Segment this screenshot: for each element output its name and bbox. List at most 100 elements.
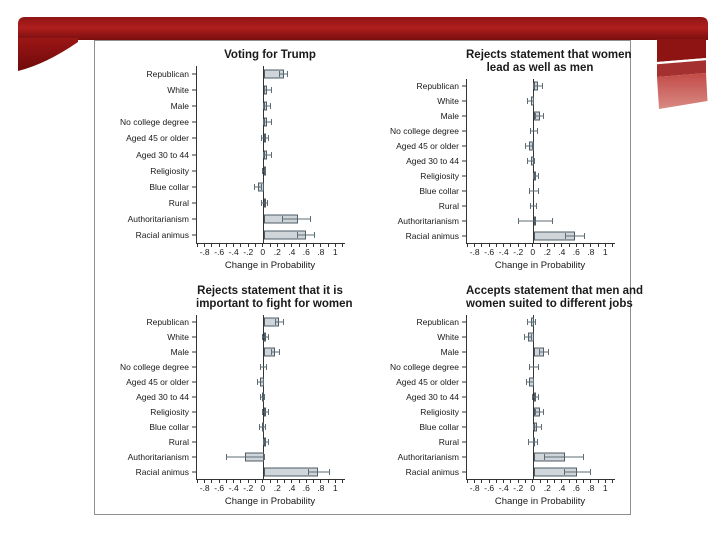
x-axis-title: Change in Probability [224,496,316,507]
error-cap-low [535,113,537,120]
x-tick-label: .8 [587,247,595,257]
y-tick [192,202,197,204]
error-bar [259,426,266,428]
category-labels: Republican White Male No college degree Aged… [370,315,466,479]
error-cap-high [287,71,289,78]
x-tick-label: 1 [602,247,608,257]
error-cap-high [328,468,330,475]
ribbon-left-fold [18,38,78,71]
x-tick-label: .6 [572,247,580,257]
x-tick [240,244,242,247]
y-tick [192,73,197,75]
error-cap-low [262,151,264,158]
error-cap-low [528,187,530,194]
x-tick-label: -.8 [199,247,210,257]
x-tick [276,244,278,247]
x-tick-label: .6 [302,483,310,493]
error-cap-high [536,438,538,445]
error-cap-low [253,183,255,190]
category-label: Republican [416,81,459,92]
y-tick [462,336,467,338]
error-cap-low [263,87,265,94]
y-tick [192,471,197,473]
error-bar [308,471,330,473]
x-tick-label: -.8 [469,247,480,257]
x-tick-label: -.8 [199,483,210,493]
category-label: Racial animus [135,229,189,240]
charts-grid: Voting for Trump Republican White Male No co… [95,41,643,509]
x-tick [233,480,235,483]
x-axis-title: Change in Probability [494,496,586,507]
y-tick [462,381,467,383]
x-axis: -.8 -.6 -.4 -.2 0 .2 .4 .6 .8 1 [196,244,344,259]
error-cap-low [539,349,541,356]
x-tick [481,480,483,483]
x-tick-label: .8 [317,247,325,257]
error-cap-high [267,334,269,341]
error-bar [262,336,269,338]
y-tick [192,381,197,383]
category-label: Blue collar [419,421,459,432]
error-cap-low [297,231,299,238]
x-tick [298,244,300,247]
category-label: Aged 30 to 44 [406,392,459,402]
category-label: No college degree [120,362,189,373]
x-tick [342,480,344,483]
error-cap-high [270,151,272,158]
y-tick [192,321,197,323]
x-tick [305,480,307,483]
error-bar [257,381,263,383]
error-cap-high [533,158,535,164]
error-cap-high [267,408,269,415]
x-tick [240,480,242,483]
y-tick [462,100,467,102]
error-bar [539,351,549,353]
y-tick [462,145,467,147]
error-cap-high [536,128,538,135]
category-label: Aged 45 or older [396,141,459,152]
x-tick [503,244,505,247]
error-cap-high [537,172,539,179]
error-bar [518,220,553,222]
x-tick-label: -.2 [513,483,524,493]
error-bar [226,456,265,458]
x-tick [276,480,278,483]
y-tick [192,411,197,413]
x-tick [320,480,322,483]
y-tick [192,137,197,139]
x-tick-label: 1 [332,483,338,493]
category-label: Rural [438,200,459,211]
x-tick-label: -.4 [228,247,239,257]
x-tick [247,244,249,247]
x-tick-label: .2 [273,247,281,257]
error-cap-high [536,202,538,209]
x-tick [561,244,563,247]
x-tick-label: -.4 [498,247,509,257]
ribbon-right-mid [657,60,706,77]
x-tick [334,244,336,247]
error-bar [263,121,271,123]
error-cap-low [518,217,519,224]
error-cap-low [563,468,565,475]
chart-title: Accepts statement that men and women suit… [466,285,643,311]
coef-chart-1: Voting for Trump Republican White Male No co… [100,49,360,273]
error-cap-low [262,119,264,126]
error-cap-high [540,423,542,430]
error-cap-low [523,334,525,341]
y-tick [462,160,467,162]
x-tick-label: -.2 [513,247,524,257]
chart-title-line: Rejects statement that it is [197,285,343,297]
x-tick [568,480,570,483]
error-cap-high [534,319,536,326]
x-tick-label: -.8 [469,483,480,493]
error-cap-high [269,103,271,110]
y-tick [462,115,467,117]
x-tick [575,480,577,483]
y-tick [192,154,197,155]
x-tick-label: -.6 [484,483,495,493]
category-label: Religiosity [150,406,189,417]
chart-title: Rejects statement that it is important to… [196,285,353,311]
plot-area [192,66,345,244]
category-label: White [437,332,459,343]
x-axis: -.8 -.6 -.4 -.2 0 .2 .4 .6 .8 1 [466,244,614,259]
